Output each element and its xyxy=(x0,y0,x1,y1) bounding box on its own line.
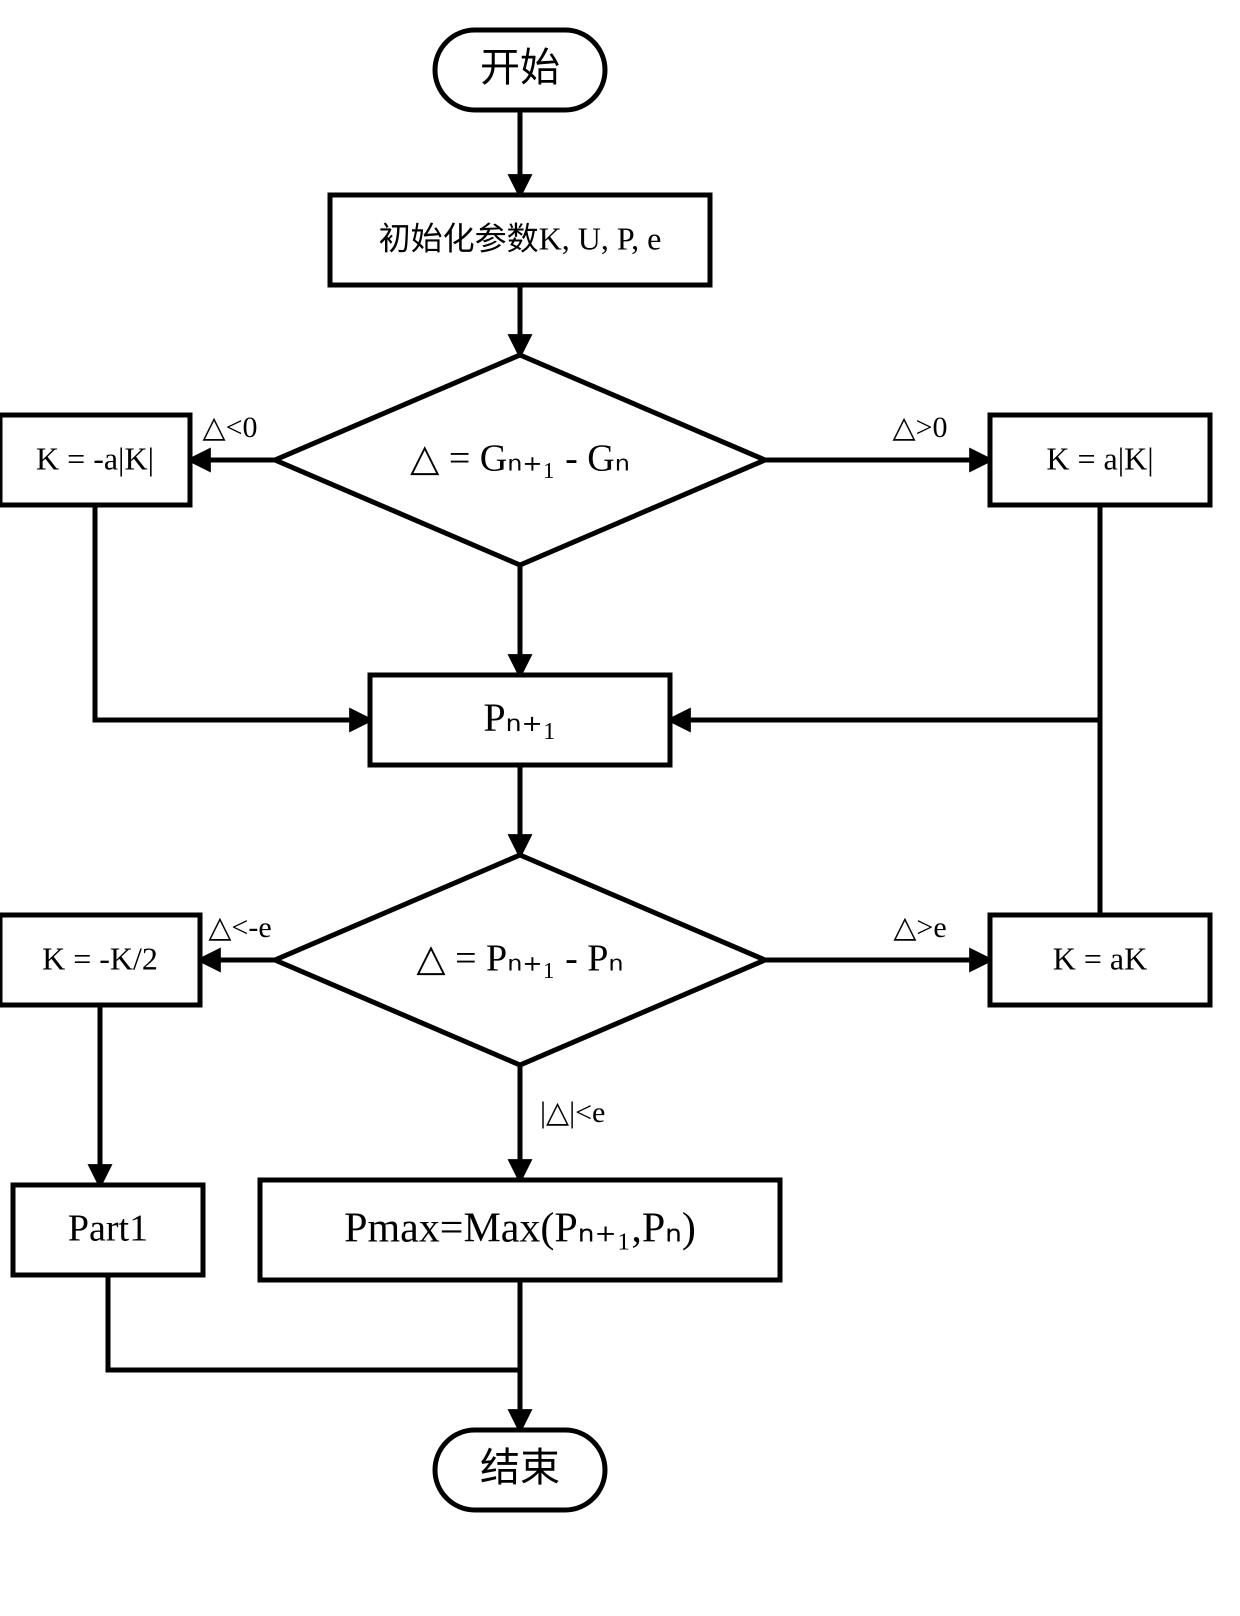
node-label: Part1 xyxy=(68,1208,148,1250)
edge-label: |△|<e xyxy=(540,1096,605,1129)
edge-label: △>0 xyxy=(893,411,948,444)
node-pn1: Pₙ₊₁ xyxy=(370,675,670,765)
node-dec2: △ = Pₙ₊₁ - Pₙ xyxy=(275,855,765,1065)
node-end: 结束 xyxy=(435,1430,605,1510)
node-label: Pₙ₊₁ xyxy=(483,695,556,740)
node-label: K = a|K| xyxy=(1046,440,1153,476)
node-init: 初始化参数K, U, P, e xyxy=(330,195,710,285)
node-label: △ = Pₙ₊₁ - Pₙ xyxy=(416,938,623,980)
node-right1: K = a|K| xyxy=(990,415,1210,505)
edge xyxy=(670,505,1100,720)
node-left1: K = -a|K| xyxy=(0,415,190,505)
edge-label: △>e xyxy=(893,911,946,944)
edge xyxy=(95,505,370,720)
node-start: 开始 xyxy=(435,30,605,110)
node-right2: K = aK xyxy=(990,915,1210,1005)
node-label: 开始 xyxy=(480,45,560,90)
nodes-layer: 开始初始化参数K, U, P, e △ = Gₙ₊₁ - Gₙ K = -a|K| K… xyxy=(0,30,1210,1510)
node-label: K = aK xyxy=(1053,940,1147,976)
node-label: 初始化参数K, U, P, e xyxy=(379,220,662,256)
edge-label: △<0 xyxy=(203,411,258,444)
node-label: K = -a|K| xyxy=(36,440,154,476)
node-label: △ = Gₙ₊₁ - Gₙ xyxy=(410,438,630,480)
node-label: K = -K/2 xyxy=(42,940,158,976)
node-part1: Part1 xyxy=(13,1185,203,1275)
node-pmax: Pmax=Max(Pₙ₊₁,Pₙ) xyxy=(260,1180,780,1280)
node-label: 结束 xyxy=(480,1445,560,1490)
edge-label: △<-e xyxy=(208,911,271,944)
node-label: Pmax=Max(Pₙ₊₁,Pₙ) xyxy=(344,1206,696,1252)
node-dec1: △ = Gₙ₊₁ - Gₙ xyxy=(275,355,765,565)
edge xyxy=(108,1275,520,1370)
node-left2: K = -K/2 xyxy=(0,915,200,1005)
